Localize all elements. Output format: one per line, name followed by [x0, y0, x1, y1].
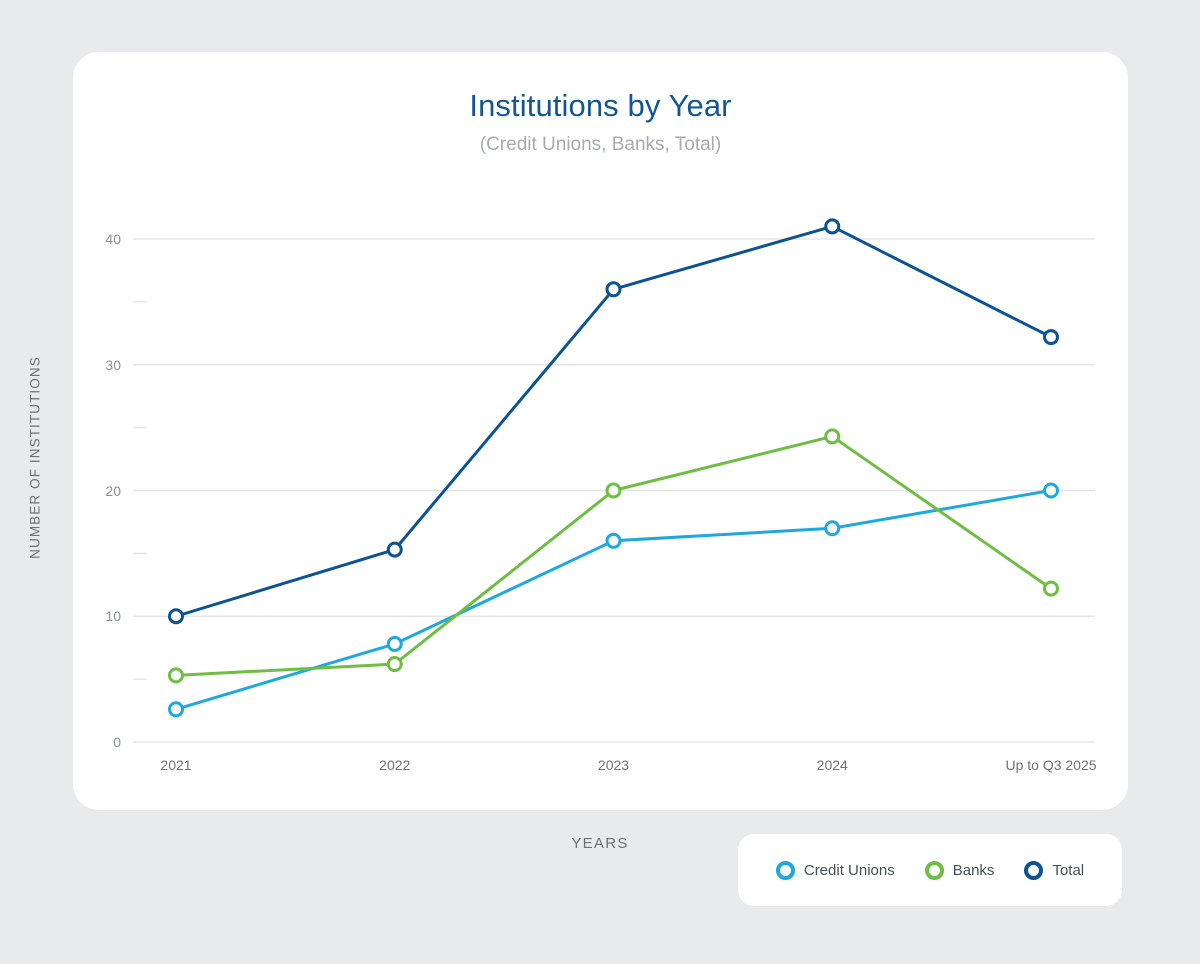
- legend-label-credit-unions: Credit Unions: [803, 861, 895, 879]
- y-tick-label: 20: [105, 482, 121, 499]
- legend-marker-credit-unions: [775, 860, 795, 880]
- y-tick-label: 0: [113, 734, 121, 750]
- legend-item-banks[interactable]: Banks: [924, 860, 995, 880]
- x-axis-title: YEARS: [571, 835, 629, 852]
- chart-card: Institutions by Year (Credit Unions, Ban…: [73, 52, 1128, 810]
- x-tick-label: 2024: [816, 757, 848, 773]
- legend-item-credit-unions[interactable]: Credit Unions: [775, 860, 895, 880]
- x-tick-label: 2023: [597, 757, 630, 773]
- legend-marker-banks: [924, 860, 944, 880]
- chart-title: Institutions by Year: [469, 88, 732, 123]
- legend-label-banks: Banks: [952, 861, 995, 879]
- x-tick-label: Up to Q3 2025: [1005, 757, 1097, 773]
- y-tick-label: 10: [105, 608, 121, 625]
- legend-label-total: Total: [1052, 861, 1085, 879]
- y-axis-title: NUMBER OF INSTITUTIONS: [27, 356, 43, 559]
- legend-marker-total: [1024, 860, 1044, 880]
- chart-subtitle: (Credit Unions, Banks, Total): [479, 134, 722, 155]
- y-tick-label: 30: [105, 356, 121, 373]
- y-tick-label: 40: [105, 231, 121, 247]
- x-tick-label: 2021: [160, 757, 192, 773]
- x-tick-label: 2022: [379, 757, 411, 773]
- legend-item-total[interactable]: Total: [1024, 860, 1085, 880]
- chart-legend: Credit Unions Banks Total: [738, 834, 1122, 906]
